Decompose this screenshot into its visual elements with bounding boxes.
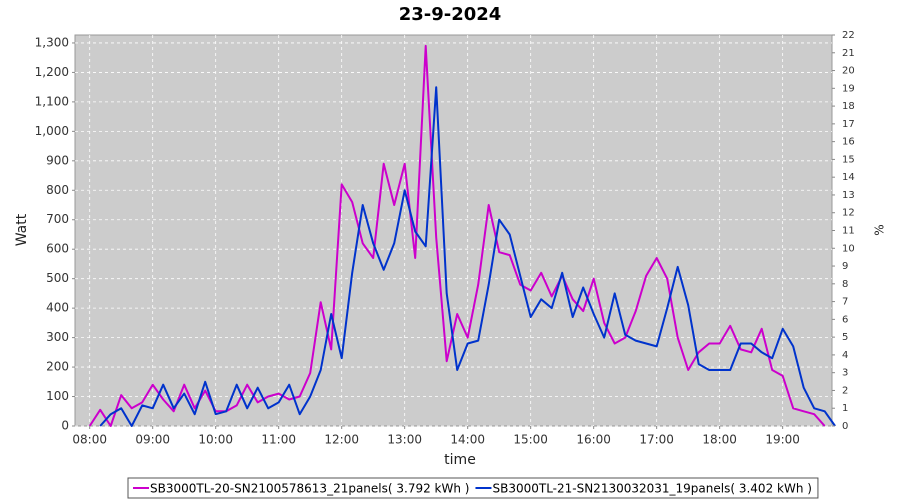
y-tick-label: 400 xyxy=(46,301,69,315)
grid xyxy=(75,35,832,427)
legend-box xyxy=(127,477,819,499)
x-tick-label: 15:00 xyxy=(513,433,548,447)
series-line xyxy=(99,86,836,427)
y2-tick-label: 5 xyxy=(842,332,848,343)
y2-tick-label: 18 xyxy=(842,101,855,112)
legend-label: SB3000TL-20-SN2100578613_21panels( 3.792… xyxy=(150,482,469,496)
y-tick-label: 800 xyxy=(46,183,69,197)
y2-tick-label: 11 xyxy=(842,226,855,237)
y2-tick-label: 13 xyxy=(842,190,855,201)
y2-tick-label: 9 xyxy=(842,261,848,272)
y-tick-label: 700 xyxy=(46,212,69,226)
y2-tick-label: 22 xyxy=(842,30,855,41)
y2-tick-label: 14 xyxy=(842,172,855,183)
x-tick-label: 18:00 xyxy=(702,433,737,447)
legend-label: SB3000TL-21-SN2130032031_19panels( 3.402… xyxy=(492,482,811,496)
y-tick-label: 200 xyxy=(46,360,69,374)
y2-tick-label: 17 xyxy=(842,119,855,130)
plot-area xyxy=(74,34,833,427)
y-axis-label: Watt xyxy=(14,213,30,246)
y2-tick-label: 3 xyxy=(842,368,848,379)
y-tick-label: 1,100 xyxy=(35,94,69,108)
x-tick-label: 10:00 xyxy=(198,433,233,447)
y2-tick-label: 7 xyxy=(842,297,848,308)
y2-tick-label: 0 xyxy=(842,421,848,432)
y-tick-label: 0 xyxy=(61,419,69,433)
x-tick-label: 08:00 xyxy=(72,433,107,447)
y2-tick-label: 10 xyxy=(842,243,855,254)
x-tick-label: 16:00 xyxy=(576,433,611,447)
x-tick-label: 13:00 xyxy=(387,433,422,447)
x-axis-label: time xyxy=(444,452,476,468)
y2-tick-label: 21 xyxy=(842,48,855,59)
x-tick-label: 14:00 xyxy=(450,433,485,447)
y2-tick-label: 8 xyxy=(842,279,848,290)
y2-tick-label: 6 xyxy=(842,314,848,325)
y-tick-label: 1,300 xyxy=(35,35,69,49)
y-tick-label: 100 xyxy=(46,389,69,403)
y2-tick-label: 12 xyxy=(842,208,855,219)
y2-axis-label: % xyxy=(873,224,887,235)
y2-tick-label: 19 xyxy=(842,83,855,94)
lines xyxy=(88,44,836,427)
x-tick-label: 19:00 xyxy=(765,433,800,447)
x-tick-label: 11:00 xyxy=(261,433,296,447)
legend: SB3000TL-20-SN2100578613_21panels( 3.792… xyxy=(127,477,819,499)
x-tick-label: 09:00 xyxy=(135,433,170,447)
y2-tick-label: 20 xyxy=(842,66,855,77)
y2-tick-label: 16 xyxy=(842,137,855,148)
y2-tick-label: 15 xyxy=(842,154,855,165)
y-tick-label: 1,000 xyxy=(35,124,69,138)
y-tick-label: 900 xyxy=(46,153,69,167)
y-tick-label: 300 xyxy=(46,330,69,344)
y2-tick-label: 2 xyxy=(842,385,848,396)
y-tick-label: 500 xyxy=(46,271,69,285)
y-tick-label: 600 xyxy=(46,242,69,256)
x-tick-label: 12:00 xyxy=(324,433,359,447)
y2-tick-label: 4 xyxy=(842,350,848,361)
y-tick-label: 1,200 xyxy=(35,65,69,79)
x-tick-label: 17:00 xyxy=(639,433,674,447)
chart-title: 23-9-2024 xyxy=(399,4,502,25)
y2-tick-label: 1 xyxy=(842,403,848,414)
